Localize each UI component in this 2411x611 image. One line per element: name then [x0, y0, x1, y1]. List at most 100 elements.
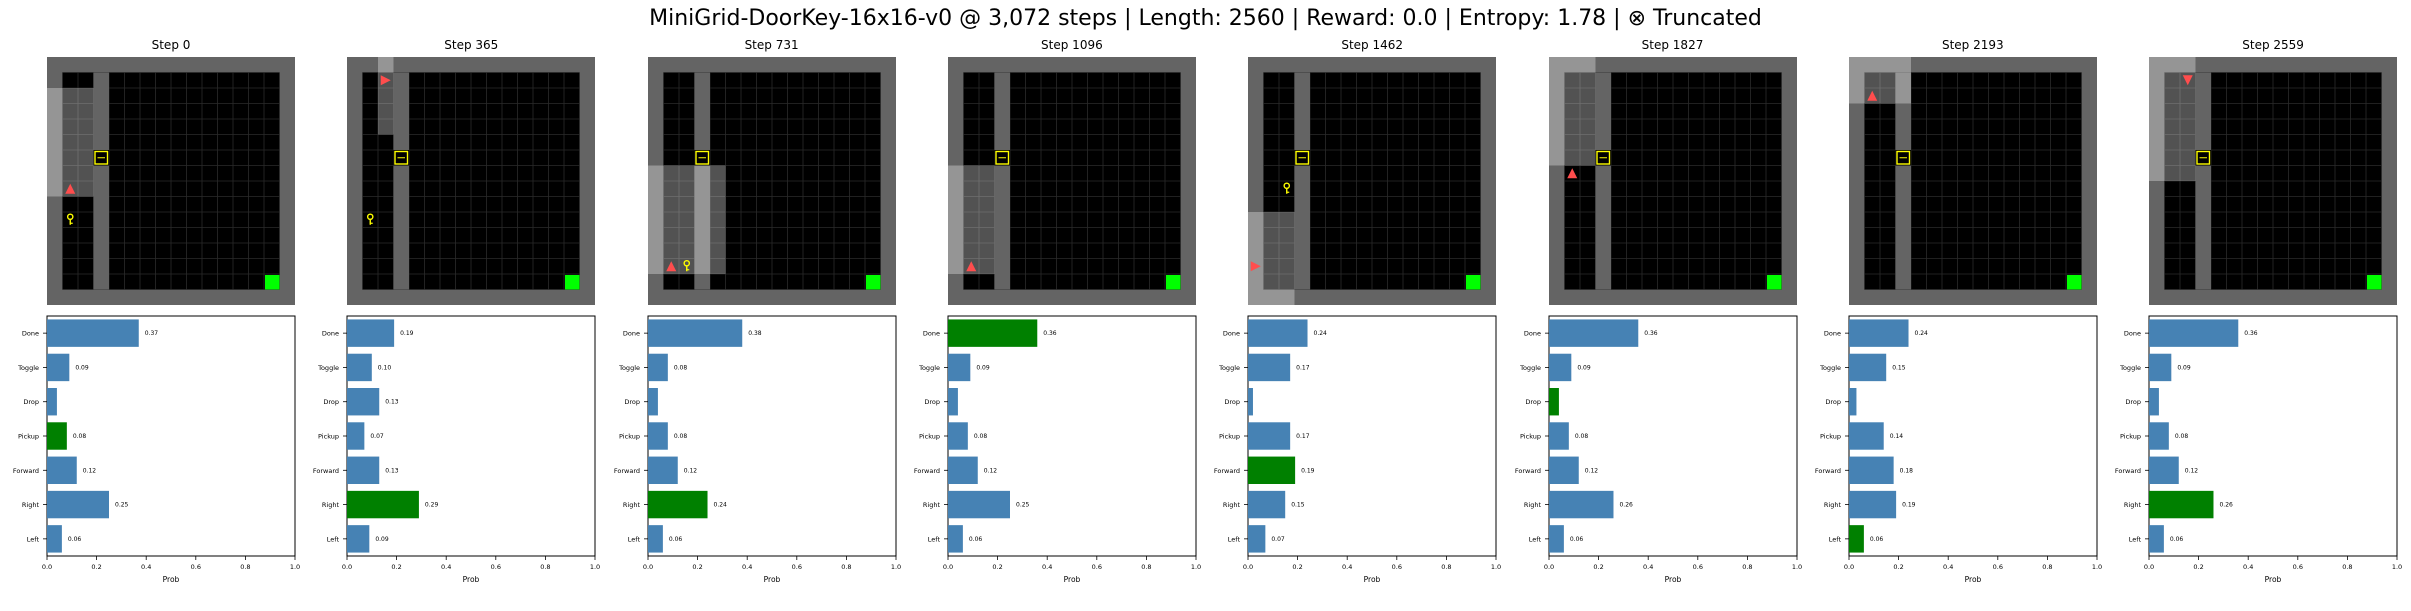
category-label: Right [1824, 501, 1842, 509]
prob-bar [947, 422, 968, 450]
value-label: 0.06 [1569, 536, 1583, 543]
prob-bar [347, 353, 373, 382]
divider-wall [93, 72, 109, 290]
agent-icon [665, 261, 676, 272]
key-icon [683, 259, 690, 272]
category-label: Toggle [317, 364, 339, 372]
prob-bar [1548, 525, 1564, 553]
value-label: 0.19 [400, 330, 414, 337]
category-label: Pickup [919, 433, 940, 441]
prob-bar [2149, 525, 2164, 553]
step-title: Step 0 [151, 38, 191, 52]
goal-tile [1766, 275, 1781, 290]
figure-title: MiniGrid-DoorKey-16x16-v0 @ 3,072 steps … [649, 6, 1762, 31]
door-icon [394, 150, 409, 165]
goal-tile [2066, 275, 2082, 290]
x-tick-label: 0.6 [2293, 563, 2303, 571]
step-panel: Step 2193 Done 0.24 Toggle 0.15 Drop Pickup 0.1… [1803, 0, 2103, 611]
x-tick-label: 0.6 [1992, 563, 2002, 571]
step-title: Step 2193 [1941, 38, 2004, 52]
value-label: 0.09 [976, 364, 990, 371]
prob-bar [1848, 456, 1894, 484]
value-label: 0.08 [2175, 433, 2189, 440]
category-label: Forward [1815, 467, 1841, 475]
prob-bar [347, 525, 370, 553]
prob-bar [1248, 422, 1291, 450]
category-label: Drop [1825, 398, 1841, 406]
value-label: 0.26 [2220, 502, 2234, 509]
x-tick-label: 0.6 [1392, 563, 1402, 571]
plot-frame [346, 315, 596, 557]
value-label: 0.15 [1291, 502, 1305, 509]
value-label: 0.07 [1272, 536, 1286, 543]
x-axis-label: Prob [463, 575, 480, 584]
step-title: Step 1462 [1341, 38, 1404, 52]
divider-wall [1595, 72, 1611, 290]
divider-wall [994, 72, 1010, 290]
door-icon [94, 150, 109, 165]
category-label: Pickup [619, 433, 640, 441]
category-label: Right [622, 501, 640, 509]
prob-bar [47, 388, 57, 416]
category-label: Forward [914, 467, 940, 475]
step-panel: Step 1827 Done 0.36 Toggle 0.09 Drop Pickup 0.0… [1503, 0, 1803, 611]
prob-bar [1248, 353, 1291, 382]
prob-bar [2149, 319, 2239, 347]
x-tick-label: 0.2 [1593, 563, 1603, 571]
x-tick-label: 1.0 [1191, 563, 1201, 571]
category-label: Pickup [318, 433, 339, 441]
x-tick-label: 0.2 [392, 563, 402, 571]
value-label: 0.24 [713, 502, 727, 509]
value-label: 0.09 [1577, 364, 1591, 371]
category-label: Drop [1525, 398, 1541, 406]
action-prob-chart: Done 0.38 Toggle 0.08 Drop Pickup 0.08 Forward 0… [613, 315, 901, 584]
x-tick-label: 0.8 [541, 563, 551, 571]
prob-bar [347, 422, 365, 450]
x-tick-label: 0.4 [1042, 563, 1052, 571]
goal-tile [1165, 275, 1181, 290]
x-tick-label: 0.2 [992, 563, 1002, 571]
category-label: Forward [313, 467, 339, 475]
prob-bar [647, 525, 663, 553]
divider-wall [393, 72, 410, 290]
prob-bar [47, 353, 70, 382]
prob-bar [1548, 422, 1569, 450]
value-label: 0.06 [969, 536, 983, 543]
category-label: Left [928, 535, 941, 543]
goal-tile [1466, 275, 1481, 290]
gridworld-view [1548, 57, 1797, 305]
x-axis-label: Prob [1664, 575, 1681, 584]
gridworld-view [647, 57, 896, 305]
prob-bar [347, 456, 380, 484]
x-tick-label: 1.0 [2092, 563, 2102, 571]
category-label: Left [1528, 535, 1541, 543]
value-label: 0.12 [683, 467, 697, 474]
value-label: 0.12 [83, 467, 97, 474]
category-label: Left [1829, 535, 1842, 543]
prob-bar [1848, 525, 1864, 553]
category-label: Right [2124, 501, 2142, 509]
value-label: 0.09 [2177, 364, 2191, 371]
step-title: Step 2559 [2242, 38, 2304, 52]
value-label: 0.37 [145, 330, 159, 337]
value-label: 0.12 [1584, 467, 1598, 474]
prob-bar [647, 422, 668, 450]
prob-bar [2149, 422, 2169, 450]
prob-bar [647, 456, 678, 484]
x-tick-label: 0.2 [1293, 563, 1303, 571]
gridworld-view [2149, 57, 2398, 305]
door-icon [995, 150, 1010, 165]
category-label: Drop [324, 398, 340, 406]
value-label: 0.06 [68, 536, 82, 543]
x-tick-label: 0.4 [141, 563, 151, 571]
x-tick-label: 0.0 [1243, 563, 1253, 571]
key-icon [1283, 182, 1291, 194]
category-label: Drop [924, 398, 940, 406]
gridworld-view [47, 57, 295, 305]
prob-bar [1248, 525, 1266, 553]
category-label: Toggle [1819, 364, 1841, 372]
category-label: Right [923, 501, 941, 509]
agent-view-overlay [1248, 212, 1295, 305]
value-label: 0.13 [386, 399, 400, 406]
